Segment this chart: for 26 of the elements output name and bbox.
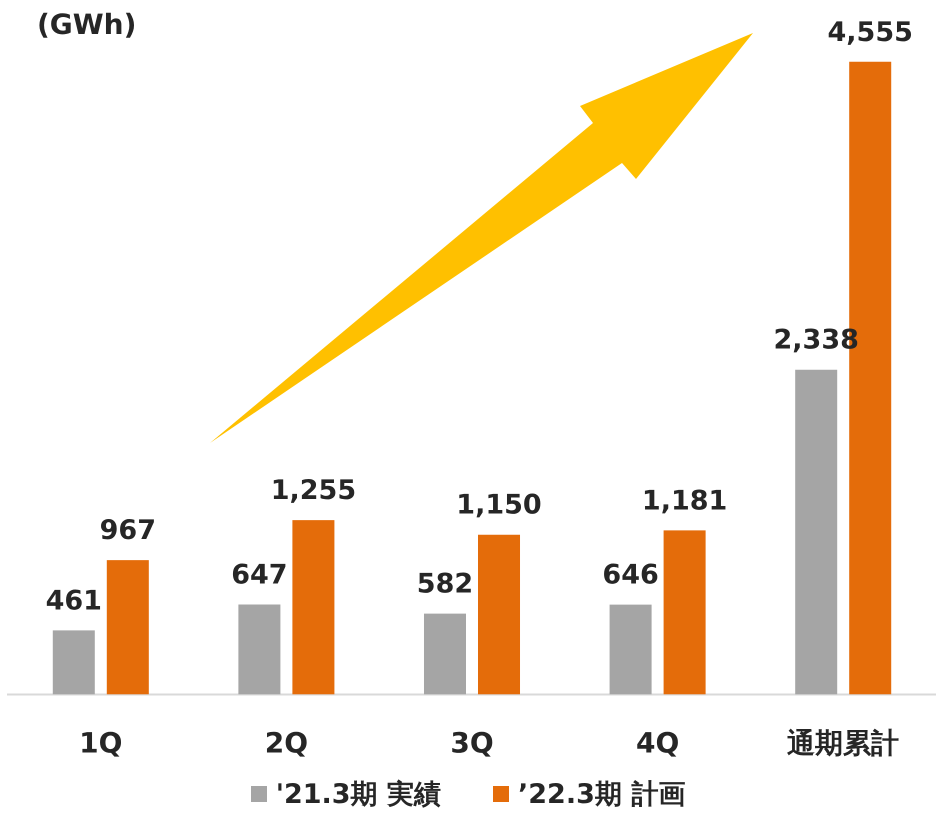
bar [292,520,334,694]
data-label: 4,555 [828,16,913,48]
x-tick-label: 1Q [79,726,122,760]
bar [238,604,280,694]
x-tick-label: 3Q [450,726,494,760]
bar [478,534,520,694]
data-label: 647 [231,560,288,591]
data-label: 1,150 [456,490,542,521]
bar [52,630,95,694]
y-axis-title: (GWh) [37,8,136,42]
bar [106,560,149,694]
x-tick-label: 4Q [636,726,680,760]
x-tick-label: 2Q [264,726,308,760]
bar [610,604,652,694]
data-label: 1,255 [270,475,356,506]
data-label: 967 [100,515,156,546]
bar [664,530,706,694]
data-label: 461 [46,585,102,616]
x-tick-label: 通期累計 [787,726,900,760]
bar [795,370,838,694]
data-label: 582 [416,568,474,600]
data-label: 1,181 [642,485,728,516]
legend-label: ’22.3期 計画 [518,778,686,810]
bar [424,614,466,694]
data-label: 646 [602,560,659,591]
legend-label: '21.3期 実績 [276,778,441,810]
